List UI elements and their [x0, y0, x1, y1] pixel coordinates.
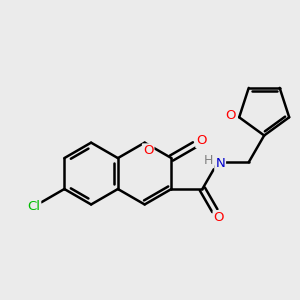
Text: Cl: Cl [27, 200, 40, 213]
Text: O: O [196, 134, 207, 147]
Text: N: N [215, 157, 225, 170]
Text: H: H [204, 154, 213, 167]
Text: O: O [226, 109, 236, 122]
Text: O: O [214, 211, 224, 224]
Text: O: O [143, 144, 153, 158]
